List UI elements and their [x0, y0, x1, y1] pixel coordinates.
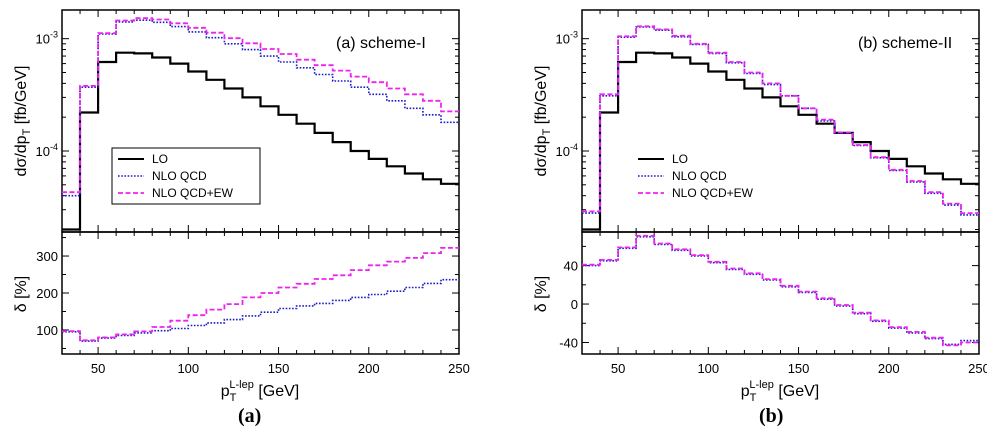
panel-title: (b) scheme-II — [858, 35, 952, 52]
y-tick-label: 10-3 — [556, 30, 578, 47]
y-tick-label: -40 — [559, 335, 578, 350]
series-top-lo — [582, 51, 979, 231]
panel-b: 50 100 150 200 250 10-4 10-3 -40 0 40 (b) scheme-… — [533, 9, 987, 404]
y-tick-label: 10-3 — [36, 30, 58, 47]
y-tick-label: 100 — [36, 323, 58, 338]
x-tick-label: 250 — [968, 361, 987, 376]
y-tick-label: 10-4 — [36, 142, 58, 159]
series-top-nlo-qcd — [582, 26, 979, 216]
x-tick-label: 100 — [177, 361, 199, 376]
y-tick-label: 300 — [36, 249, 58, 264]
y-axis-label-bottom: δ [%] — [13, 276, 30, 312]
y-axis-label-top: dσ/dpT [fb/GeV] — [533, 66, 553, 177]
legend-label-lo: LO — [672, 152, 688, 166]
series-group — [62, 17, 459, 342]
caption-a: (a) — [238, 405, 262, 427]
x-axis-label: pTL-lep [GeV] — [741, 379, 819, 404]
x-tick-label: 200 — [358, 361, 380, 376]
series-top-lo — [62, 51, 459, 231]
ticks: 50 100 150 200 250 10-4 10-3 -40 0 40 — [556, 10, 987, 376]
legend-label-nlo-qcd: NLO QCD — [672, 169, 727, 183]
y-tick-label: 10-4 — [556, 142, 578, 159]
y-axis-label-bottom: δ [%] — [533, 276, 550, 312]
panel-a: 50 100 150 200 250 10-4 10-3 100 200 300 (a) sche… — [13, 9, 470, 404]
x-tick-label: 100 — [697, 361, 719, 376]
ticks: 50 100 150 200 250 10-4 10-3 100 200 300 — [36, 10, 470, 376]
x-tick-label: 50 — [611, 361, 625, 376]
series-bottom-nlo-qcd-ew — [582, 234, 979, 347]
panel-title: (a) scheme-I — [336, 35, 426, 52]
series-top-nlo-qcd-ew — [62, 17, 459, 194]
x-tick-label: 250 — [448, 361, 470, 376]
legend-box — [111, 147, 261, 205]
caption-b: (b) — [759, 405, 784, 427]
legend-box — [632, 148, 780, 204]
series-top-nlo-qcd — [62, 19, 459, 197]
x-tick-label: 150 — [788, 361, 810, 376]
series-bottom-nlo-qcd — [582, 236, 979, 346]
x-axis-label: pTL-lep [GeV] — [221, 379, 299, 404]
x-tick-label: 50 — [91, 361, 105, 376]
series-top-nlo-qcd-ew — [582, 25, 979, 214]
y-tick-label: 0 — [571, 297, 578, 312]
series-group — [582, 25, 979, 347]
y-tick-label: 40 — [564, 259, 578, 274]
bottom-plot-frame — [581, 231, 980, 355]
series-bottom-nlo-qcd — [62, 278, 459, 342]
series-bottom-nlo-qcd-ew — [62, 247, 459, 342]
legend-label-nlo-qcd-ew: NLO QCD+EW — [152, 186, 234, 200]
y-axis-label-top: dσ/dpT [fb/GeV] — [13, 66, 33, 177]
legend-label-nlo-qcd-ew: NLO QCD+EW — [672, 186, 754, 200]
legend-label-lo: LO — [152, 152, 168, 166]
legend-label-nlo-qcd: NLO QCD — [152, 169, 207, 183]
legend: LO NLO QCD NLO QCD+EW — [632, 148, 780, 204]
y-tick-label: 200 — [36, 286, 58, 301]
x-tick-label: 150 — [268, 361, 290, 376]
legend: LO NLO QCD NLO QCD+EW — [111, 147, 261, 205]
x-tick-label: 200 — [878, 361, 900, 376]
